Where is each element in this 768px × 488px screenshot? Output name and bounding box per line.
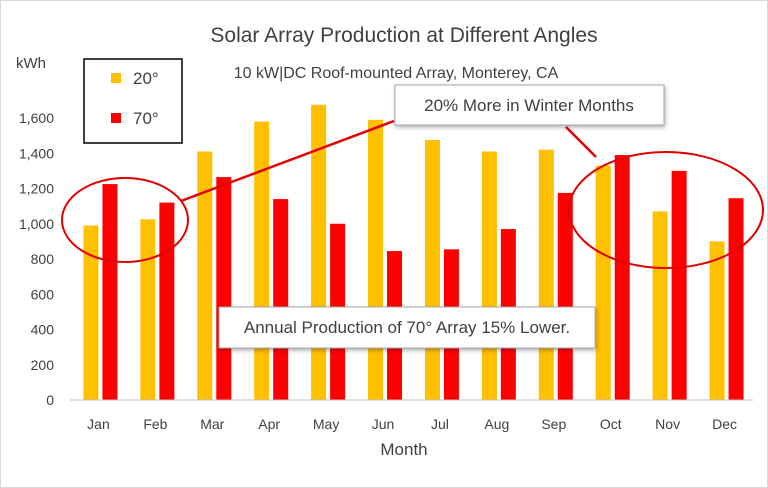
bar-20-nov [652,211,668,400]
callout-line-left [180,119,395,203]
annual-callout-box [218,306,596,349]
y-axis-label: kWh [16,55,46,72]
x-tick-label: Dec [712,416,737,432]
legend: 20° 70° [83,58,183,144]
highlight-ellipse-jan-feb [61,177,189,263]
legend-swatch-20 [111,73,121,83]
x-tick-label: Oct [600,416,622,432]
x-tick-label: May [313,416,339,432]
annual-callout-text: Annual Production of 70° Array 15% Lower… [244,318,570,337]
bar-70-sep [557,192,573,400]
winter-callout-box [394,84,665,126]
bar-20-dec [709,241,725,400]
winter-highlights [61,119,764,269]
y-tick-label: 800 [31,251,55,267]
legend-label-20: 20° [133,69,159,88]
x-tick-label: Aug [484,416,509,432]
highlight-ellipse-oct-dec [568,151,764,269]
bar-70-mar [216,177,232,400]
bar-20-jan [83,225,99,400]
y-tick-label: 1,200 [19,181,54,197]
y-tick-label: 1,400 [19,145,54,161]
bar-20-jun [368,119,384,400]
x-axis-label: Month [380,440,427,459]
legend-box [83,58,183,144]
chart-title: Solar Array Production at Different Angl… [210,24,597,47]
bar-20-sep [538,149,554,400]
bar-20-oct [595,165,611,400]
bar-70-nov [671,170,687,400]
bar-20-apr [254,121,270,401]
y-tick-label: 0 [46,392,54,408]
y-tick-label: 1,000 [19,216,54,232]
callout-line-right [565,126,597,158]
x-tick-label: Jun [372,416,395,432]
bar-70-jan [102,184,118,400]
bar-20-feb [140,219,156,400]
y-tick-label: 600 [31,286,55,302]
bar-70-feb [159,202,175,400]
x-tick-label: Jul [431,416,449,432]
x-tick-label: Jan [87,416,110,432]
bar-20-jul [424,140,440,400]
bar-20-aug [481,151,497,400]
bar-70-dec [728,198,744,400]
bar-70-oct [614,155,630,400]
x-tick-label: Feb [143,416,167,432]
legend-swatch-70 [111,113,121,123]
x-tick-labels: Jan Feb Mar Apr May Jun Jul Aug Sep Oct Nov Dec [87,416,737,432]
bar-20-mar [197,151,213,400]
winter-callout-text: 20% More in Winter Months [424,96,634,115]
bars [83,104,744,401]
bar-70-apr [273,199,289,400]
x-tick-label: Apr [258,416,280,432]
callouts: 20% More in Winter Months Annual Product… [218,84,665,349]
y-tick-label: 1,600 [19,110,54,126]
chart-subtitle: 10 kW|DC Roof-mounted Array, Monterey, C… [234,65,559,82]
y-tick-label: 200 [31,357,55,373]
y-tick-labels: 0 200 400 600 800 1,000 1,200 1,400 1,600 [19,110,54,408]
x-tick-label: Nov [655,416,680,432]
x-tick-label: Sep [541,416,566,432]
legend-label-70: 70° [133,109,159,128]
x-tick-label: Mar [200,416,224,432]
y-tick-label: 400 [31,322,55,338]
